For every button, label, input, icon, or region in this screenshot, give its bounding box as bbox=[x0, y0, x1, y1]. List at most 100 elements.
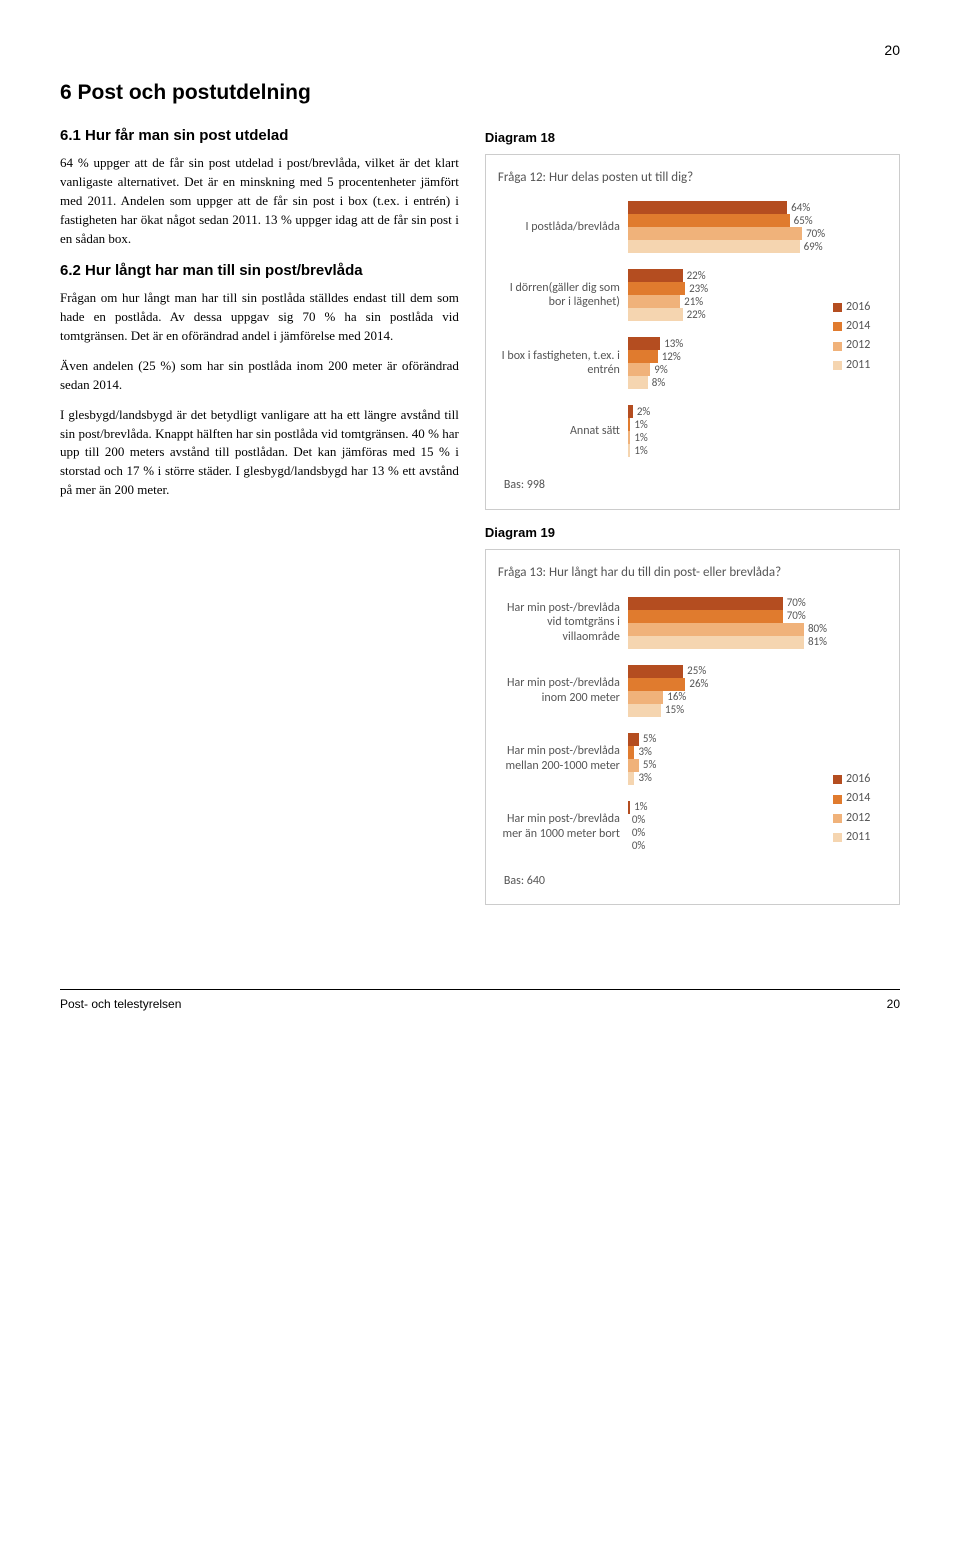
page-footer: Post- och telestyrelsen 20 bbox=[60, 989, 900, 1013]
legend-label: 2014 bbox=[846, 790, 870, 807]
paragraph-1: 64 % uppger att de får sin post utdelad … bbox=[60, 154, 459, 248]
category-label: I postlåda/brevlåda bbox=[498, 220, 628, 234]
category-label: I box i fastigheten, t.ex. i entrén bbox=[498, 349, 628, 378]
chart-title: Fråga 12: Hur delas posten ut till dig? bbox=[498, 169, 887, 188]
bar-value-label: 8% bbox=[652, 375, 665, 391]
chart-bar bbox=[628, 597, 783, 610]
chart-bar bbox=[628, 227, 802, 240]
two-column-layout: 6.1 Hur får man sin post utdelad 64 % up… bbox=[60, 125, 900, 919]
chart-bar bbox=[628, 733, 639, 746]
legend-swatch bbox=[833, 814, 842, 823]
legend-item: 2011 bbox=[833, 357, 887, 374]
chart-bar bbox=[628, 269, 683, 282]
chart-bar bbox=[628, 704, 661, 717]
page-number-top: 20 bbox=[60, 40, 900, 60]
bar-value-label: 81% bbox=[808, 634, 827, 650]
legend-swatch bbox=[833, 342, 842, 351]
chart-bar bbox=[628, 240, 800, 253]
chart-category-group: Har min post-/brevlåda vid tomtgräns i v… bbox=[498, 597, 827, 649]
legend-item: 2014 bbox=[833, 790, 887, 807]
paragraph-3: Även andelen (25 %) som har sin postlåda… bbox=[60, 357, 459, 395]
subsection-6-2: 6.2 Hur långt har man till sin post/brev… bbox=[60, 260, 459, 282]
bar-value-label: 3% bbox=[638, 770, 651, 786]
chart-category-group: I dörren(gäller dig som bor i lägenhet) 2… bbox=[498, 269, 827, 321]
footer-left: Post- och telestyrelsen bbox=[60, 996, 181, 1013]
chart-category-group: Har min post-/brevlåda mer än 1000 meter… bbox=[498, 801, 827, 853]
paragraph-2: Frågan om hur långt man har till sin pos… bbox=[60, 289, 459, 346]
legend-label: 2016 bbox=[846, 299, 870, 316]
chart-bar bbox=[628, 610, 783, 623]
legend-swatch bbox=[833, 833, 842, 842]
chart-bar bbox=[628, 376, 648, 389]
chart-bar bbox=[628, 444, 630, 457]
legend-label: 2011 bbox=[846, 357, 870, 374]
chart-bar bbox=[628, 772, 635, 785]
diagram-19-label: Diagram 19 bbox=[485, 524, 900, 543]
diagram-18-label: Diagram 18 bbox=[485, 129, 900, 148]
category-label: Har min post-/brevlåda inom 200 meter bbox=[498, 676, 628, 705]
bar-value-label: 0% bbox=[632, 838, 645, 854]
category-label: Har min post-/brevlåda mellan 200-1000 m… bbox=[498, 744, 628, 773]
chart-base-text: Bas: 640 bbox=[504, 873, 887, 890]
chart-bar bbox=[628, 363, 650, 376]
diagram-18-chart: Fråga 12: Hur delas posten ut till dig? I… bbox=[485, 154, 900, 510]
chart-bar bbox=[628, 431, 630, 444]
chart-bar bbox=[628, 665, 683, 678]
legend-label: 2011 bbox=[846, 829, 870, 846]
paragraph-4: I glesbygd/landsbygd är det betydligt va… bbox=[60, 406, 459, 500]
chart-bar bbox=[628, 759, 639, 772]
category-label: Annat sätt bbox=[498, 424, 628, 438]
chart-bar bbox=[628, 214, 790, 227]
legend-label: 2012 bbox=[846, 810, 870, 827]
legend-item: 2012 bbox=[833, 337, 887, 354]
chart-bar bbox=[628, 746, 635, 759]
subsection-6-1: 6.1 Hur får man sin post utdelad bbox=[60, 125, 459, 147]
chart-bar bbox=[628, 337, 660, 350]
chart-category-group: I box i fastigheten, t.ex. i entrén13%12… bbox=[498, 337, 827, 389]
legend-item: 2014 bbox=[833, 318, 887, 335]
category-label: I dörren(gäller dig som bor i lägenhet) bbox=[498, 281, 628, 310]
chart-bar bbox=[628, 201, 787, 214]
chart-bar bbox=[628, 295, 680, 308]
right-column: Diagram 18 Fråga 12: Hur delas posten ut… bbox=[485, 125, 900, 919]
legend-item: 2016 bbox=[833, 299, 887, 316]
legend-item: 2011 bbox=[833, 829, 887, 846]
chart-legend: 2016 2014 2012 2011 bbox=[827, 201, 887, 473]
chart-category-group: I postlåda/brevlåda64%65%70%69% bbox=[498, 201, 827, 253]
bar-value-label: 15% bbox=[665, 702, 684, 718]
chart-bar bbox=[628, 691, 663, 704]
legend-item: 2012 bbox=[833, 810, 887, 827]
chart-bar bbox=[628, 801, 630, 814]
category-label: Har min post-/brevlåda mer än 1000 meter… bbox=[498, 812, 628, 841]
chart-bar bbox=[628, 418, 630, 431]
chart-bar bbox=[628, 636, 804, 649]
legend-swatch bbox=[833, 322, 842, 331]
chart-bar bbox=[628, 405, 633, 418]
bar-value-label: 1% bbox=[634, 443, 647, 459]
chart-title: Fråga 13: Hur långt har du till din post… bbox=[498, 564, 887, 583]
chart-base-text: Bas: 998 bbox=[504, 477, 887, 494]
bar-value-label: 22% bbox=[687, 307, 706, 323]
left-column: 6.1 Hur får man sin post utdelad 64 % up… bbox=[60, 125, 459, 919]
chart-category-group: Har min post-/brevlåda mellan 200-1000 m… bbox=[498, 733, 827, 785]
chart-bar bbox=[628, 623, 804, 636]
legend-label: 2014 bbox=[846, 318, 870, 335]
legend-label: 2012 bbox=[846, 337, 870, 354]
legend-swatch bbox=[833, 775, 842, 784]
bar-value-label: 69% bbox=[804, 239, 823, 255]
chart-bar bbox=[628, 282, 685, 295]
legend-swatch bbox=[833, 795, 842, 804]
chart-bar bbox=[628, 350, 658, 363]
legend-swatch bbox=[833, 361, 842, 370]
chart-legend: 2016 2014 2012 2011 bbox=[827, 597, 887, 869]
legend-swatch bbox=[833, 303, 842, 312]
legend-label: 2016 bbox=[846, 771, 870, 788]
legend-item: 2016 bbox=[833, 771, 887, 788]
category-label: Har min post-/brevlåda vid tomtgräns i v… bbox=[498, 601, 628, 644]
diagram-19-chart: Fråga 13: Hur långt har du till din post… bbox=[485, 549, 900, 905]
section-heading: 6 Post och postutdelning bbox=[60, 78, 900, 108]
chart-bar bbox=[628, 308, 683, 321]
footer-right: 20 bbox=[887, 996, 900, 1013]
chart-category-group: Annat sätt2%1%1%1% bbox=[498, 405, 827, 457]
chart-category-group: Har min post-/brevlåda inom 200 meter25%… bbox=[498, 665, 827, 717]
